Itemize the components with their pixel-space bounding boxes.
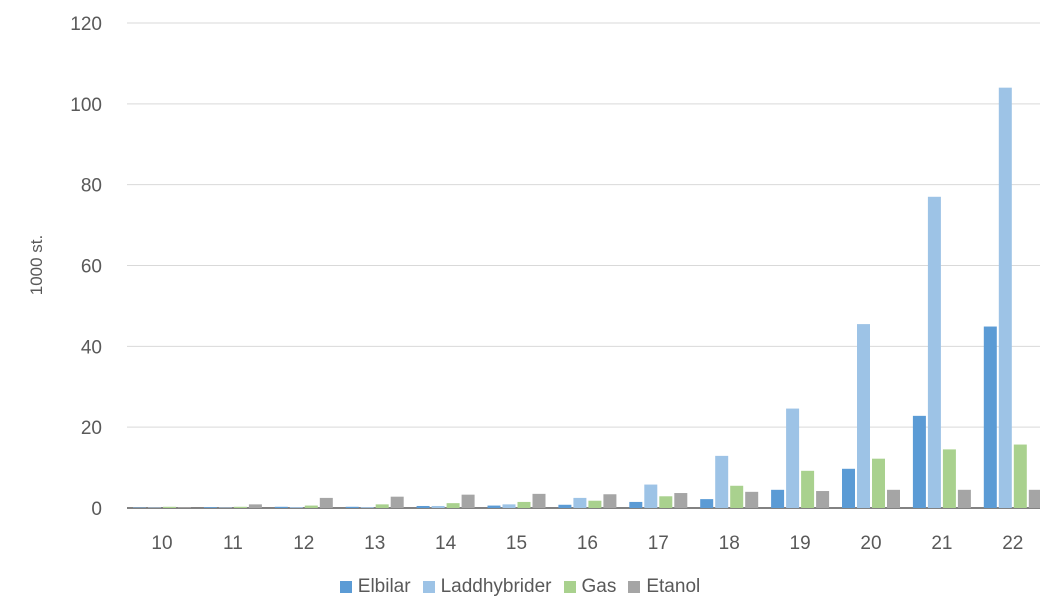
- bar-etanol-13: [390, 496, 404, 508]
- bar-etanol-18: [745, 491, 759, 508]
- bar-gas-11: [233, 506, 247, 508]
- legend-swatch: [339, 581, 352, 593]
- bar-laddhybrider-16: [573, 497, 587, 508]
- bar-etanol-19: [816, 491, 830, 508]
- bar-gas-17: [659, 496, 673, 508]
- y-tick-label: 80: [81, 176, 102, 197]
- y-tick-label: 0: [91, 499, 102, 520]
- x-tick-label: 12: [293, 533, 314, 554]
- x-tick-label: 20: [860, 533, 881, 554]
- bar-elbilar-15: [487, 505, 501, 508]
- bar-gas-15: [517, 501, 531, 508]
- gridlines: [127, 22, 1040, 509]
- legend-swatch: [563, 581, 576, 593]
- bar-gas-22: [1013, 444, 1027, 508]
- bar-gas-10: [163, 506, 176, 508]
- legend-label: Etanol: [646, 576, 701, 597]
- legend-label: Elbilar: [357, 576, 411, 597]
- bar-gas-14: [446, 503, 460, 508]
- x-tick-label: 22: [1002, 533, 1023, 554]
- bar-etanol-14: [461, 494, 475, 508]
- bar-elbilar-18: [700, 499, 714, 508]
- bars: [133, 87, 1040, 509]
- legend: Elbilar Laddhybrider Gas Etanol: [0, 576, 1040, 598]
- bar-laddhybrider-17: [644, 484, 658, 508]
- x-tick-label: 21: [931, 533, 952, 554]
- y-tick-label: 40: [81, 337, 102, 358]
- bar-etanol-17: [674, 493, 688, 508]
- legend-item-gas: Gas: [563, 576, 617, 598]
- bar-elbilar-19: [771, 489, 785, 508]
- x-tick-label: 18: [719, 533, 740, 554]
- x-tick-label: 15: [506, 533, 527, 554]
- bar-elbilar-13: [345, 506, 359, 508]
- bar-etanol-21: [957, 489, 971, 508]
- bar-laddhybrider-18: [715, 455, 729, 508]
- x-axis-ticks: 10 11 12 13 14 15 16 17 18 19 20 21 22: [151, 533, 1023, 554]
- legend-swatch: [422, 581, 435, 593]
- x-tick-label: 19: [790, 533, 811, 554]
- bar-laddhybrider-21: [927, 196, 941, 508]
- legend-item-etanol: Etanol: [628, 576, 700, 598]
- bar-gas-12: [304, 505, 318, 508]
- bar-elbilar-22: [983, 326, 997, 508]
- bar-laddhybrider-15: [502, 504, 516, 508]
- bar-elbilar-11: [203, 507, 217, 508]
- bar-gas-21: [942, 449, 956, 508]
- y-tick-label: 20: [81, 418, 102, 439]
- x-tick-label: 11: [223, 533, 243, 554]
- bar-etanol-12: [319, 497, 333, 508]
- bar-gas-13: [375, 504, 389, 508]
- bar-elbilar-14: [416, 505, 430, 508]
- bar-elbilar-21: [912, 415, 926, 508]
- bar-gas-16: [588, 500, 602, 508]
- legend-item-elbilar: Elbilar: [339, 576, 411, 598]
- bar-laddhybrider-20: [857, 324, 870, 508]
- legend-swatch: [628, 581, 641, 593]
- bar-elbilar-16: [558, 504, 572, 508]
- y-axis-label: 1000 st.: [27, 235, 46, 296]
- bar-etanol-11: [248, 504, 262, 508]
- x-tick-label: 14: [435, 533, 457, 554]
- x-tick-label: 16: [577, 533, 598, 554]
- bar-etanol-15: [532, 493, 546, 508]
- bar-gas-19: [801, 470, 815, 508]
- legend-item-laddhybrider: Laddhybrider: [422, 576, 552, 598]
- bar-gas-18: [730, 485, 744, 508]
- y-tick-label: 60: [81, 257, 102, 278]
- legend-label: Gas: [581, 576, 617, 597]
- bar-laddhybrider-12: [289, 507, 303, 508]
- bar-etanol-16: [603, 494, 617, 508]
- y-tick-label: 100: [70, 95, 102, 116]
- bar-laddhybrider-22: [998, 87, 1012, 509]
- y-axis-ticks: 0 20 40 60 80 100 120: [70, 14, 102, 520]
- bar-gas-20: [872, 458, 885, 508]
- x-tick-label: 10: [151, 533, 172, 554]
- legend-label: Laddhybrider: [440, 576, 552, 597]
- bar-etanol-22: [1028, 489, 1040, 508]
- bar-laddhybrider-14: [431, 505, 445, 508]
- y-tick-label: 120: [70, 14, 102, 35]
- bar-elbilar-20: [842, 468, 855, 508]
- bar-etanol-20: [887, 489, 900, 508]
- bar-elbilar-12: [274, 506, 288, 508]
- bar-laddhybrider-13: [360, 507, 374, 508]
- bar-laddhybrider-19: [786, 408, 800, 508]
- bar-elbilar-17: [629, 501, 643, 508]
- x-tick-label: 17: [648, 533, 669, 554]
- x-tick-label: 13: [364, 533, 385, 554]
